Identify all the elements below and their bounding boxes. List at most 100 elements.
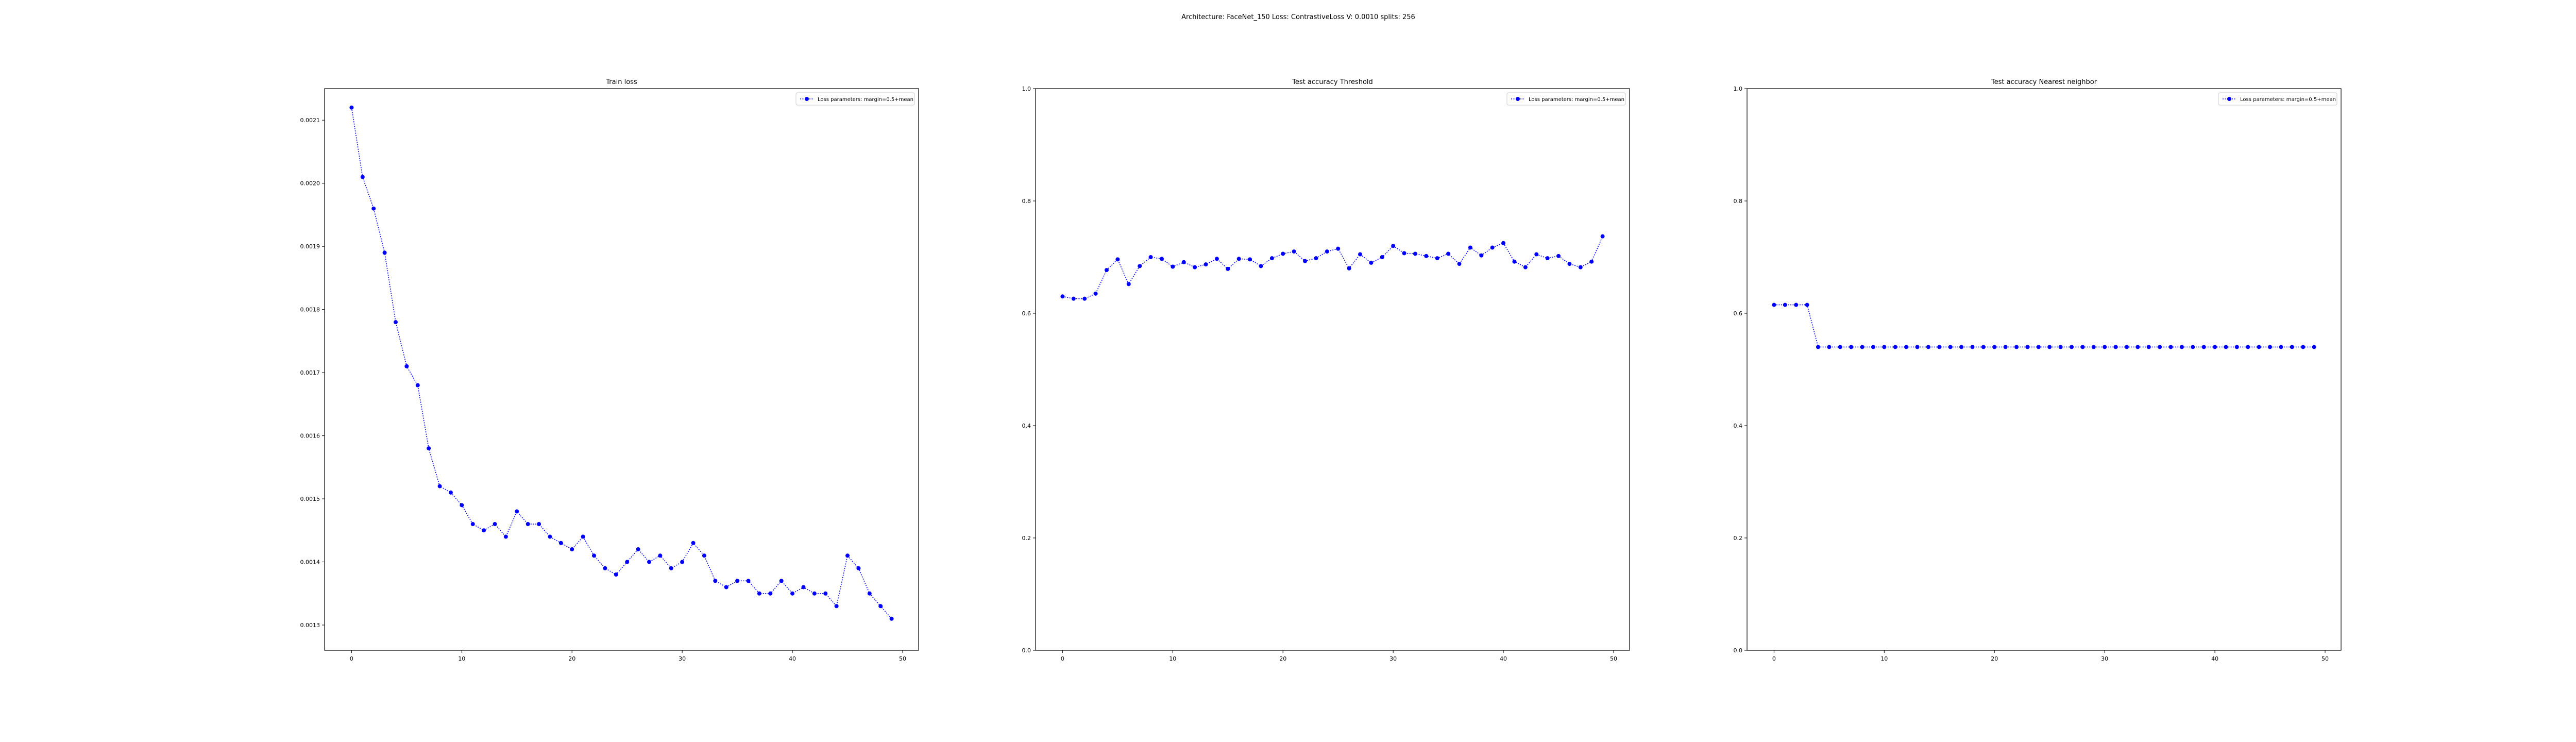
data-point (2124, 345, 2129, 349)
y-tick-label: 0.0021 (300, 117, 320, 124)
data-point (470, 522, 475, 527)
data-point (1071, 296, 1076, 301)
axes-frame (324, 88, 919, 651)
data-point (2257, 345, 2261, 349)
data-point (448, 490, 453, 495)
x-tick-label: 50 (2321, 655, 2329, 662)
data-point (1860, 345, 1865, 349)
data-point (1435, 256, 1439, 261)
data-point (1937, 345, 1942, 349)
data-point (1093, 291, 1098, 296)
data-point (1104, 268, 1109, 273)
data-point (702, 553, 706, 558)
data-point (581, 534, 585, 539)
data-point (1126, 282, 1131, 286)
data-point (1159, 257, 1164, 261)
data-point (1138, 264, 1142, 268)
data-point (2103, 345, 2107, 349)
legend-label: Loss parameters: margin=0.5+mean (2240, 97, 2336, 103)
data-point (1926, 345, 1930, 349)
legend-marker (1516, 97, 1520, 101)
legend-marker (805, 97, 809, 101)
data-point (1115, 257, 1120, 262)
data-point (647, 560, 651, 564)
data-point (768, 591, 773, 596)
data-point (1204, 262, 1208, 267)
data-point (2113, 345, 2118, 349)
data-point (1567, 262, 1572, 266)
data-point (570, 547, 574, 552)
data-point (2301, 345, 2306, 349)
x-tick-label: 30 (679, 655, 686, 662)
data-point (371, 206, 376, 211)
data-point (415, 383, 420, 387)
data-point (2058, 345, 2063, 349)
data-point (2091, 345, 2096, 349)
data-point (1281, 251, 1285, 256)
data-point (867, 591, 872, 596)
data-point (1589, 259, 1594, 264)
x-tick-label: 50 (899, 655, 906, 662)
data-point (2003, 345, 2008, 349)
data-point (1981, 345, 1986, 349)
x-tick-label: 40 (2211, 655, 2218, 662)
data-point (1904, 345, 1909, 349)
data-point (658, 553, 663, 558)
series-line (1062, 236, 1603, 299)
data-point (1578, 265, 1583, 269)
legend-box (2218, 92, 2337, 106)
data-point (1948, 345, 1953, 349)
data-point (845, 553, 850, 558)
x-tick-label: 20 (1279, 655, 1286, 662)
data-point (537, 522, 541, 527)
data-point (2201, 345, 2206, 349)
data-point (592, 553, 597, 558)
data-point (1171, 264, 1175, 269)
data-point (482, 528, 486, 533)
data-point (2146, 345, 2151, 349)
legend: Loss parameters: margin=0.5+mean (795, 92, 915, 106)
data-point (691, 541, 696, 545)
data-point (1794, 302, 1799, 307)
data-point (2158, 345, 2162, 349)
x-tick-label: 0 (1772, 655, 1776, 662)
x-tick-label: 0 (1061, 655, 1064, 662)
data-point (1479, 253, 1484, 258)
axes-frame (1747, 88, 2342, 651)
chart-panel-1: Train loss 0 10 20 30 40 50 0.0013 0.0014 0.0015 0… (300, 78, 919, 662)
data-point (1772, 302, 1776, 307)
data-point (1545, 256, 1550, 261)
data-point (878, 604, 883, 609)
y-tick-label: 1.0 (1734, 86, 1743, 92)
data-point (427, 446, 431, 451)
data-point (2047, 345, 2052, 349)
data-point (2014, 345, 2019, 349)
legend-label: Loss parameters: margin=0.5+mean (1529, 97, 1624, 103)
legend-label: Loss parameters: margin=0.5+mean (818, 97, 913, 103)
data-point (779, 579, 784, 583)
series-line (351, 107, 892, 619)
data-point (1827, 345, 1832, 349)
data-point (548, 534, 552, 539)
y-tick-label: 0.0019 (300, 243, 320, 250)
data-point (669, 566, 673, 570)
data-point (2312, 345, 2316, 349)
data-point (1915, 345, 1920, 349)
data-point (1148, 255, 1153, 259)
data-point (2268, 345, 2273, 349)
data-point (1523, 265, 1528, 269)
y-tick-label: 1.0 (1022, 86, 1031, 92)
data-point (460, 503, 464, 508)
data-point (889, 616, 894, 621)
data-point (2080, 345, 2085, 349)
data-point (526, 522, 530, 527)
data-point (1501, 241, 1506, 245)
data-point (1214, 257, 1219, 261)
data-point (1871, 345, 1875, 349)
y-tick-label: 0.4 (1022, 423, 1031, 429)
data-point (493, 522, 497, 527)
x-tick-label: 30 (2101, 655, 2108, 662)
data-point (1992, 345, 1997, 349)
x-tick-label: 30 (1389, 655, 1397, 662)
